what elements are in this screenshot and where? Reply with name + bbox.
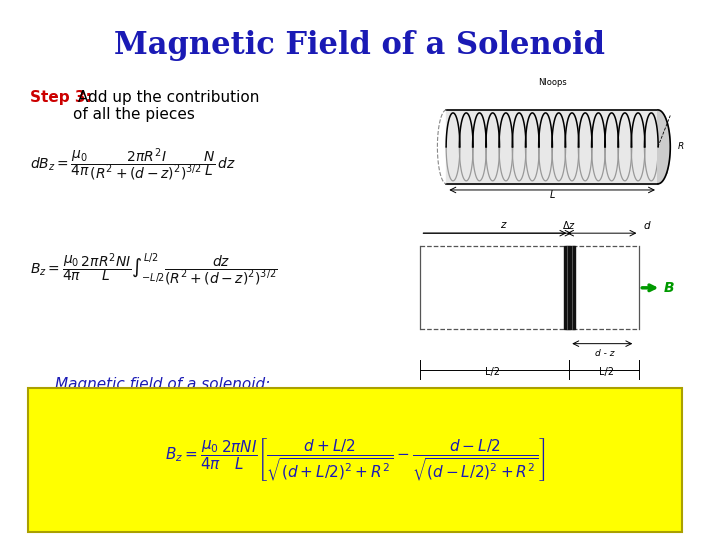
Text: Add up the contribution
of all the pieces: Add up the contribution of all the piece… [73, 90, 259, 123]
Text: Magnetic field of a solenoid:: Magnetic field of a solenoid: [55, 377, 270, 392]
Text: Magnetic Field of a Solenoid: Magnetic Field of a Solenoid [114, 30, 606, 61]
Text: $\Delta z$: $\Delta z$ [562, 219, 576, 231]
Text: $dB_z = \dfrac{\mu_0}{4\pi} \dfrac{2\pi R^2 I}{\left(R^2 + (d-z)^2\right)^{3/2}}: $dB_z = \dfrac{\mu_0}{4\pi} \dfrac{2\pi … [30, 147, 235, 183]
Text: R: R [678, 143, 685, 151]
Text: B: B [664, 281, 675, 295]
Polygon shape [658, 110, 670, 184]
Text: $B_z = \dfrac{\mu_0}{4\pi} \dfrac{2\pi NI}{L} \left[ \dfrac{d + L/2}{\sqrt{(d+L/: $B_z = \dfrac{\mu_0}{4\pi} \dfrac{2\pi N… [165, 437, 545, 483]
FancyBboxPatch shape [28, 388, 682, 532]
Polygon shape [564, 246, 575, 329]
Text: L/2: L/2 [600, 367, 614, 377]
Text: d: d [644, 221, 650, 231]
Text: Step 3:: Step 3: [30, 90, 91, 105]
Text: $B_z = \dfrac{\mu_0}{4\pi} \dfrac{2\pi R^2 NI}{L} \int_{-L/2}^{L/2} \dfrac{dz}{\: $B_z = \dfrac{\mu_0}{4\pi} \dfrac{2\pi R… [30, 252, 278, 288]
Text: l: l [666, 166, 668, 176]
Text: d - z: d - z [595, 349, 614, 357]
Text: Nloops: Nloops [538, 78, 567, 87]
Text: L: L [549, 190, 555, 200]
Text: L/2: L/2 [485, 367, 500, 377]
Text: z: z [500, 220, 505, 230]
